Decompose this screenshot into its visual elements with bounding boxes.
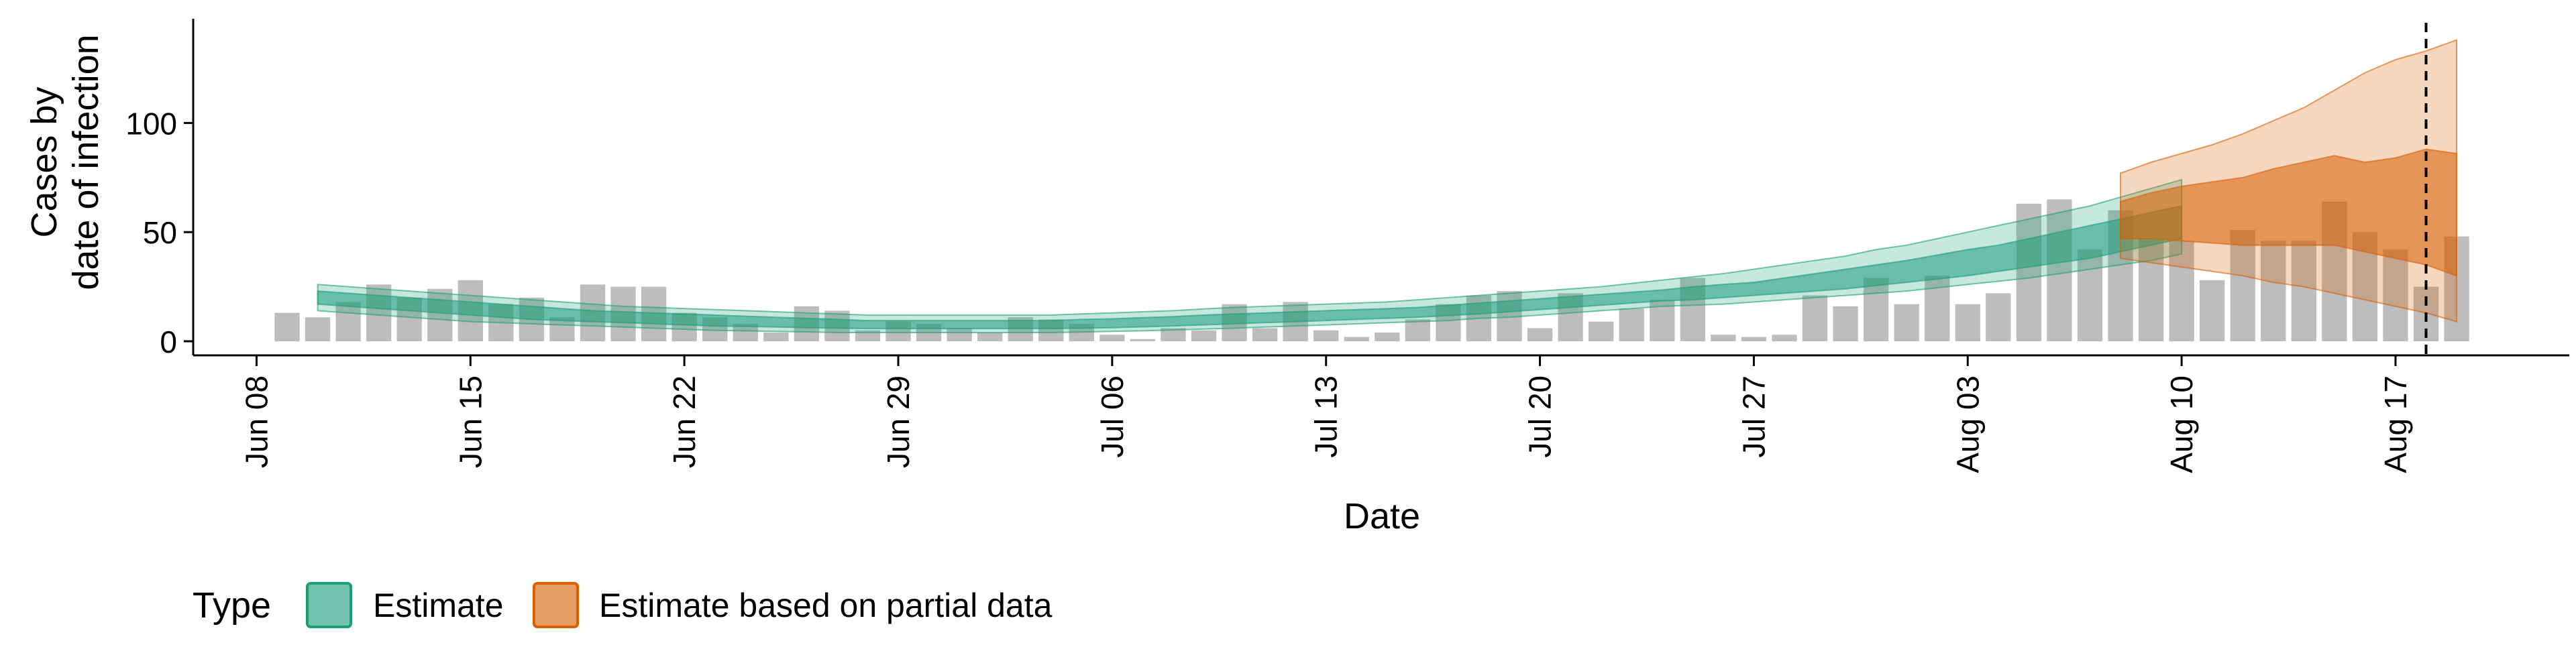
reported-cases-bar xyxy=(1833,306,1858,341)
reported-cases-bar xyxy=(2230,229,2255,341)
y-ticks: 0 50 100 xyxy=(125,106,193,359)
reported-cases-bar xyxy=(1802,295,1828,341)
reported-cases-bar xyxy=(2291,241,2316,341)
x-tick-label: Jul 20 xyxy=(1523,375,1558,458)
reported-cases-bar xyxy=(1955,304,1980,341)
x-tick-label: Aug 03 xyxy=(1950,375,1985,473)
x-ticks: Jun 08 Jun 15 Jun 22 Jun 29 Jul 06 Jul 13 Jul … xyxy=(239,355,2413,473)
reported-cases-bar xyxy=(2261,241,2286,341)
reported-cases-bar xyxy=(977,332,1003,341)
x-tick-label: Aug 10 xyxy=(2164,375,2199,473)
legend-label-partial: Estimate based on partial data xyxy=(599,587,1053,624)
reported-cases-bar xyxy=(2383,249,2408,341)
y-tick-label: 100 xyxy=(125,106,177,141)
legend-label-estimate: Estimate xyxy=(373,587,504,624)
reported-cases-bar xyxy=(947,328,972,341)
reported-cases-bar xyxy=(1252,328,1278,341)
x-tick-label: Jul 13 xyxy=(1309,375,1344,458)
reported-cases-bar xyxy=(1588,321,1614,341)
reported-cases-bar xyxy=(2169,241,2194,341)
y-tick-label: 0 xyxy=(160,325,177,359)
reported-cases-bar xyxy=(1313,330,1339,341)
x-tick-label: Jun 29 xyxy=(881,375,916,468)
reported-cases-bar xyxy=(366,284,392,341)
reported-cases-bar xyxy=(1527,328,1553,341)
ribbon-layer xyxy=(317,39,2457,333)
reported-cases-bar xyxy=(1375,332,1400,341)
legend-key-partial xyxy=(533,582,579,628)
x-tick-label: Jul 27 xyxy=(1736,375,1771,458)
legend-key-estimate xyxy=(306,582,352,628)
x-tick-label: Jul 06 xyxy=(1095,375,1130,458)
y-axis-label-line-1: Cases by xyxy=(24,86,64,237)
reported-cases-bar xyxy=(1344,337,1369,341)
x-tick-label: Jun 15 xyxy=(453,375,488,468)
x-tick-label: Jun 08 xyxy=(239,375,274,468)
legend-title: Type xyxy=(193,585,271,626)
bar-layer xyxy=(274,199,2469,341)
x-axis-label: Date xyxy=(1344,496,1420,536)
reported-cases-bar xyxy=(2077,249,2103,341)
axes-layer xyxy=(192,19,2569,357)
reported-cases-bar xyxy=(763,332,789,341)
reported-cases-bar xyxy=(1772,335,1797,341)
reported-cases-bar xyxy=(2016,203,2042,341)
reported-cases-bar xyxy=(2138,238,2164,341)
reported-cases-bar xyxy=(427,288,453,341)
reported-cases-bar xyxy=(274,312,300,341)
legend: Type Estimate Estimate based on partial … xyxy=(193,582,1053,628)
reported-cases-bar xyxy=(335,302,361,341)
reported-cases-bar xyxy=(1711,335,1736,341)
reported-cases-bar xyxy=(1191,330,1217,341)
reported-cases-bar xyxy=(1986,293,2011,341)
reported-cases-bar xyxy=(1161,328,1186,341)
reported-cases-bar xyxy=(1894,304,1919,341)
x-tick-label: Aug 17 xyxy=(2378,375,2413,473)
reported-cases-bar xyxy=(2047,199,2072,341)
partial-estimate-inner-band xyxy=(2120,148,2457,277)
x-tick-label: Jun 22 xyxy=(667,375,702,468)
reported-cases-bar xyxy=(1130,339,1156,341)
reported-cases-bar xyxy=(1863,278,1889,341)
reported-cases-bar xyxy=(305,317,331,341)
reported-cases-bar xyxy=(1405,319,1431,341)
y-tick-label: 50 xyxy=(143,215,177,250)
reported-cases-bar xyxy=(1099,335,1125,341)
reported-cases-bar xyxy=(1619,308,1644,341)
y-axis-label-line-2: date of infection xyxy=(66,34,106,290)
reported-cases-bar xyxy=(1741,337,1767,341)
reported-cases-bar xyxy=(2199,280,2225,341)
